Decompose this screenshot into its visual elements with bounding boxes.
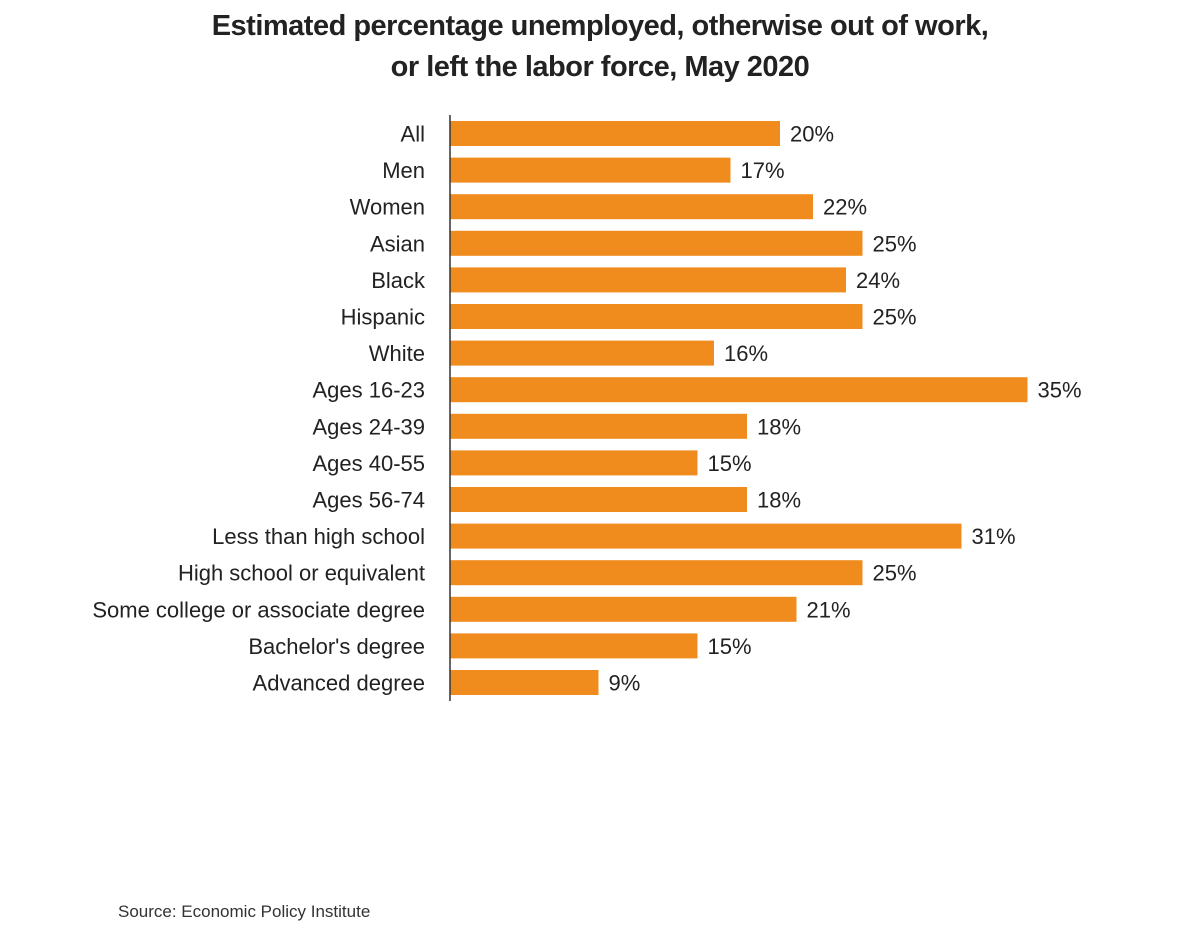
category-label-men: Men <box>382 158 425 183</box>
category-label-hispanic: Hispanic <box>341 305 425 330</box>
value-label-men: 17% <box>741 158 785 183</box>
bar-women <box>450 194 813 220</box>
value-label-hispanic: 25% <box>873 305 917 330</box>
value-label-ages-24-39: 18% <box>757 414 801 439</box>
bar-ages-40-55 <box>450 450 698 476</box>
category-label-ages-16-23: Ages 16-23 <box>312 378 425 403</box>
value-label-some-college-or-associate-degree: 21% <box>807 597 851 622</box>
bar-bachelor-s-degree <box>450 633 698 659</box>
bar-asian <box>450 230 863 256</box>
bar-some-college-or-associate-degree <box>450 596 797 622</box>
category-label-bachelor-s-degree: Bachelor's degree <box>248 634 425 659</box>
source-note: Source: Economic Policy Institute <box>118 902 371 921</box>
category-label-black: Black <box>371 268 426 293</box>
bar-men <box>450 157 731 183</box>
bar-ages-16-23 <box>450 377 1028 403</box>
category-label-asian: Asian <box>370 231 425 256</box>
bars-layer: All 20% Men 17% Women 22% Asian 25% Black 24% Hisp… <box>92 121 1082 696</box>
bar-ages-56-74 <box>450 487 747 512</box>
category-label-all: All <box>401 122 425 147</box>
value-label-high-school-or-equivalent: 25% <box>873 561 917 586</box>
value-label-asian: 25% <box>873 231 917 256</box>
category-label-high-school-or-equivalent: High school or equivalent <box>178 561 425 586</box>
value-label-ages-40-55: 15% <box>708 451 752 476</box>
bar-high-school-or-equivalent <box>450 560 863 586</box>
bar-less-than-high-school <box>450 523 962 549</box>
category-label-ages-40-55: Ages 40-55 <box>312 451 425 476</box>
value-label-ages-16-23: 35% <box>1038 378 1082 403</box>
category-label-advanced-degree: Advanced degree <box>253 671 425 696</box>
value-label-women: 22% <box>823 195 867 220</box>
value-label-less-than-high-school: 31% <box>972 524 1016 549</box>
value-label-advanced-degree: 9% <box>609 671 641 696</box>
chart-title-line-2: or left the labor force, May 2020 <box>390 51 810 83</box>
category-label-less-than-high-school: Less than high school <box>212 524 425 549</box>
category-label-some-college-or-associate-degree: Some college or associate degree <box>92 597 425 622</box>
category-label-ages-56-74: Ages 56-74 <box>312 488 425 513</box>
bar-all <box>450 121 780 146</box>
category-label-ages-24-39: Ages 24-39 <box>312 414 425 439</box>
chart-title: Estimated percentage unemployed, otherwi… <box>0 6 1200 88</box>
value-label-bachelor-s-degree: 15% <box>708 634 752 659</box>
value-label-white: 16% <box>724 341 768 366</box>
value-label-ages-56-74: 18% <box>757 488 801 513</box>
bar-white <box>450 340 714 366</box>
bar-advanced-degree <box>450 670 599 695</box>
bar-hispanic <box>450 304 863 329</box>
category-label-women: Women <box>350 195 425 220</box>
bar-black <box>450 267 846 293</box>
value-label-all: 20% <box>790 122 834 147</box>
chart-title-line-1: Estimated percentage unemployed, otherwi… <box>211 10 989 42</box>
bar-ages-24-39 <box>450 413 747 439</box>
value-label-black: 24% <box>856 268 900 293</box>
category-label-white: White <box>369 341 425 366</box>
